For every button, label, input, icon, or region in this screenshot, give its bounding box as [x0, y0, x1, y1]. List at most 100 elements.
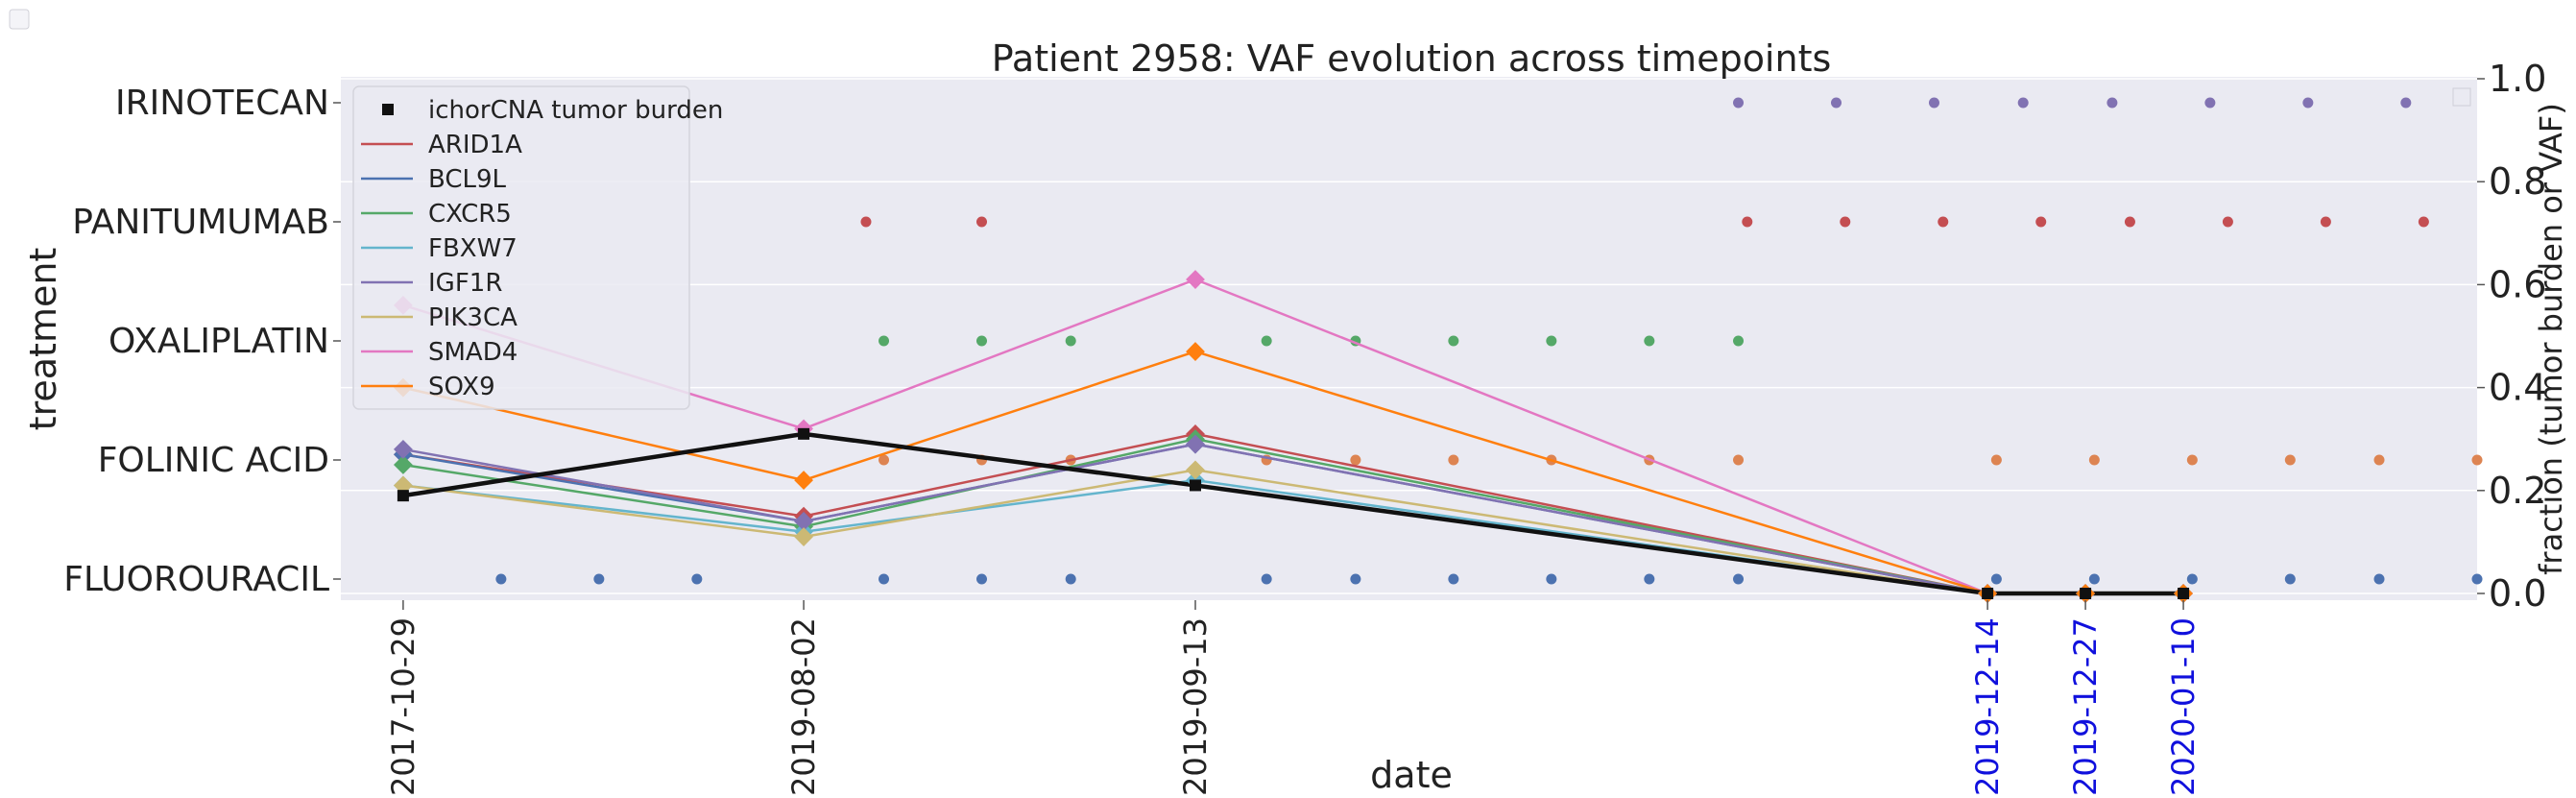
treatment-dot — [593, 573, 605, 585]
treatment-dot — [1350, 573, 1361, 585]
treatment-dot — [2222, 216, 2233, 228]
treatment-dot — [976, 216, 987, 228]
date-axis: 2017-10-29 2019-08-02 2019-09-13 2019-12-14… — [385, 600, 2202, 796]
legend-label: IGF1R — [428, 269, 502, 298]
legend-label: PIK3CA — [428, 303, 518, 332]
treatment-dot — [1065, 335, 1076, 347]
treatment-dot — [2017, 97, 2029, 109]
vaf-lines — [393, 270, 2193, 603]
series-point — [393, 440, 413, 459]
tumor-burden-point — [798, 427, 810, 440]
treatment-dot — [2284, 454, 2296, 466]
treatment-dot — [2035, 216, 2047, 228]
treatment-dot — [1831, 97, 1842, 109]
treatment-dot — [2373, 454, 2385, 466]
fraction-tick-label: 1.0 — [2489, 58, 2546, 100]
legend-label: CXCR5 — [428, 200, 512, 229]
fraction-axis: 0.0 0.2 0.4 0.6 0.8 1.0 — [2477, 58, 2546, 615]
treatment-dot — [879, 573, 890, 585]
legend-label: ichorCNA tumor burden — [428, 96, 723, 125]
date-tick-label: 2019-12-14 — [1969, 617, 2006, 796]
treatment-dot — [976, 573, 987, 585]
fraction-tick-label: 0.4 — [2489, 367, 2546, 409]
treatment-dot — [1938, 216, 1949, 228]
treatment-dot — [691, 573, 703, 585]
treatment-dot — [1350, 454, 1361, 466]
treatment-dot — [1733, 97, 1745, 109]
treatment-tick-label: FOLINIC ACID — [98, 441, 329, 480]
treatment-dot — [879, 454, 890, 466]
treatment-dot — [2302, 97, 2314, 109]
treatment-dot — [1742, 216, 1753, 228]
treatment-dot — [2186, 454, 2198, 466]
tumor-burden-point — [2178, 588, 2190, 599]
x-axis-label: date — [1370, 754, 1453, 796]
legend-box — [352, 85, 690, 410]
figure-checkbox[interactable] — [9, 9, 30, 30]
treatment-dot — [1065, 573, 1076, 585]
empty-legend-box — [2452, 87, 2471, 107]
treatment-dot — [2418, 216, 2429, 228]
legend-label: SMAD4 — [428, 338, 518, 367]
treatment-dot — [1448, 454, 1459, 466]
series-point — [393, 455, 413, 474]
legend-label: BCL9L — [428, 165, 507, 194]
treatment-dot — [1644, 335, 1655, 347]
fraction-tick-label: 0.6 — [2489, 263, 2546, 305]
treatment-dot — [2088, 573, 2100, 585]
tumor-burden-line — [402, 431, 2184, 596]
fraction-tick-label: 0.0 — [2489, 572, 2546, 615]
treatment-dot — [1840, 216, 1851, 228]
treatment-dot — [1990, 573, 2002, 585]
treatment-dot — [2204, 97, 2216, 109]
series-point — [794, 471, 813, 490]
legend-label: ARID1A — [428, 131, 522, 159]
treatment-dot — [1644, 573, 1655, 585]
right-axis-label: fraction (tumor burden or VAF) — [2533, 103, 2569, 575]
treatment-dot — [1990, 454, 2002, 466]
treatment-dot — [860, 216, 872, 228]
fraction-tick-label: 0.2 — [2489, 470, 2546, 512]
treatment-dot — [1261, 335, 1272, 347]
tumor-burden-point — [2080, 588, 2092, 599]
treatment-dot — [2400, 97, 2412, 109]
tumor-burden-point — [397, 490, 409, 502]
treatment-tick-label: OXALIPLATIN — [108, 322, 329, 361]
treatment-axis: FLUOROURACIL FOLINIC ACID OXALIPLATIN PANIT… — [63, 84, 341, 599]
treatment-dot — [2373, 573, 2385, 585]
treatment-tick-label: PANITUMUMAB — [72, 203, 329, 242]
treatment-dot — [2186, 573, 2198, 585]
series-point — [794, 512, 813, 531]
treatment-dot — [2088, 454, 2100, 466]
treatment-dot — [976, 335, 987, 347]
date-tick-label: 2019-09-13 — [1177, 617, 1214, 796]
treatment-tick-label: FLUOROURACIL — [63, 560, 329, 599]
treatment-dot — [2471, 573, 2483, 585]
date-tick-label: 2019-12-27 — [2067, 617, 2104, 796]
treatment-dot — [1546, 573, 1557, 585]
treatment-tick-label: IRINOTECAN — [115, 84, 329, 123]
treatment-dots — [495, 97, 2483, 585]
treatment-dot — [879, 335, 890, 347]
treatment-dot — [2320, 216, 2331, 228]
series-point — [1186, 270, 1205, 289]
series-point — [794, 527, 813, 546]
treatment-dot — [2124, 216, 2135, 228]
tumor-burden-point — [1190, 479, 1201, 492]
series-point — [1186, 434, 1205, 454]
gridlines — [341, 78, 2477, 594]
treatment-dot — [1928, 97, 1939, 109]
date-tick-label: 2017-10-29 — [385, 617, 421, 796]
fraction-tick-label: 0.8 — [2489, 160, 2546, 203]
treatment-dot — [1448, 573, 1459, 585]
treatment-dot — [495, 573, 507, 585]
treatment-dot — [1733, 335, 1745, 347]
tumor-burden-point — [1982, 588, 1994, 599]
series-point — [1186, 460, 1205, 480]
treatment-dot — [1733, 454, 1745, 466]
treatment-dot — [2107, 97, 2118, 109]
series-point — [1186, 342, 1205, 361]
legend-marker — [382, 104, 394, 115]
treatment-dot — [1261, 573, 1272, 585]
legend-label: SOX9 — [428, 373, 495, 401]
